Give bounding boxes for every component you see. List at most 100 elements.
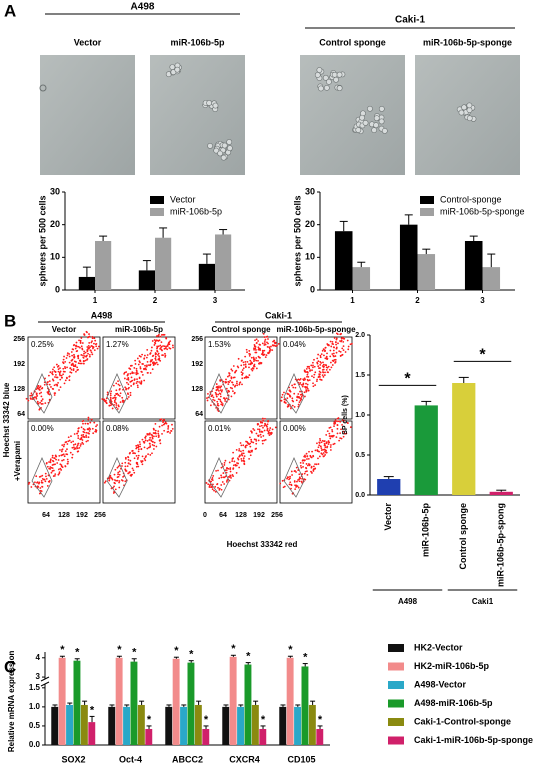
event-dot bbox=[88, 432, 90, 435]
event-dot bbox=[207, 483, 210, 486]
event-dot bbox=[242, 367, 245, 370]
event-dot bbox=[266, 423, 269, 426]
event-dot bbox=[54, 371, 57, 374]
y-axis-label: spheres per 500 cells bbox=[292, 195, 302, 286]
event-dot bbox=[150, 440, 153, 442]
event-dot bbox=[291, 384, 294, 387]
event-dot bbox=[163, 345, 166, 348]
event-dot bbox=[45, 475, 47, 478]
event-dot bbox=[163, 333, 166, 336]
bar bbox=[58, 657, 66, 745]
significance-star: * bbox=[261, 714, 266, 726]
event-dot bbox=[135, 447, 138, 450]
event-dot bbox=[331, 353, 334, 355]
bar bbox=[452, 383, 476, 495]
event-dot bbox=[111, 407, 114, 410]
event-dot bbox=[51, 454, 54, 457]
event-dot bbox=[129, 459, 132, 462]
event-dot bbox=[144, 439, 147, 442]
event-dot bbox=[257, 439, 260, 442]
event-dot bbox=[211, 477, 214, 479]
event-dot bbox=[62, 458, 65, 461]
event-dot bbox=[290, 484, 293, 487]
event-dot bbox=[242, 452, 245, 455]
event-dot bbox=[263, 342, 266, 344]
event-dot bbox=[317, 463, 320, 465]
event-dot bbox=[143, 446, 146, 449]
gate bbox=[106, 372, 128, 414]
event-dot bbox=[229, 386, 232, 389]
event-dot bbox=[314, 384, 317, 386]
legend-label: A498-miR-106b-5p bbox=[414, 698, 493, 708]
event-dot bbox=[73, 433, 76, 435]
gate-percentage: 0.04% bbox=[283, 340, 306, 349]
y-tick-label: 1.5 bbox=[355, 372, 365, 379]
event-dot bbox=[255, 351, 258, 354]
event-dot bbox=[339, 420, 342, 423]
bar bbox=[294, 706, 301, 745]
event-dot bbox=[39, 401, 42, 404]
event-dot bbox=[27, 483, 30, 485]
event-dot bbox=[328, 432, 331, 435]
significance-star: * bbox=[303, 651, 308, 663]
bar bbox=[279, 706, 287, 745]
cell bbox=[226, 139, 233, 145]
event-dot bbox=[215, 393, 218, 395]
significance-star: * bbox=[288, 644, 293, 656]
event-dot bbox=[224, 400, 227, 402]
event-dot bbox=[136, 357, 139, 360]
event-dot bbox=[307, 458, 310, 460]
event-dot bbox=[135, 372, 138, 374]
event-dot bbox=[60, 376, 63, 379]
event-dot bbox=[214, 490, 217, 493]
event-dot bbox=[258, 430, 261, 432]
x-tick-label: CD105 bbox=[287, 754, 315, 764]
event-dot bbox=[211, 488, 214, 491]
event-dot bbox=[347, 345, 350, 348]
event-dot bbox=[165, 337, 168, 340]
event-dot bbox=[213, 489, 215, 492]
event-dot bbox=[58, 373, 61, 376]
event-dot bbox=[237, 462, 240, 465]
event-dot bbox=[61, 444, 64, 447]
event-dot bbox=[264, 417, 266, 420]
event-dot bbox=[273, 341, 276, 344]
event-dot bbox=[124, 456, 127, 459]
event-dot bbox=[333, 358, 336, 361]
event-dot bbox=[30, 394, 33, 397]
event-dot bbox=[133, 471, 136, 474]
event-dot bbox=[35, 397, 38, 400]
event-dot bbox=[41, 477, 44, 480]
event-dot bbox=[302, 459, 304, 461]
significance-star: * bbox=[60, 644, 65, 656]
event-dot bbox=[246, 441, 249, 444]
event-dot bbox=[141, 373, 144, 376]
event-dot bbox=[160, 334, 163, 336]
event-dot bbox=[332, 349, 335, 352]
event-dot bbox=[77, 430, 80, 432]
event-dot bbox=[331, 428, 333, 431]
event-dot bbox=[291, 397, 294, 400]
event-dot bbox=[333, 425, 335, 427]
event-dot bbox=[40, 395, 43, 398]
event-dot bbox=[88, 342, 91, 344]
event-dot bbox=[157, 430, 160, 433]
event-dot bbox=[241, 372, 244, 375]
event-dot bbox=[265, 335, 268, 338]
event-dot bbox=[85, 355, 88, 358]
event-dot bbox=[130, 364, 133, 367]
significance-star: * bbox=[404, 371, 411, 388]
event-dot bbox=[257, 346, 260, 349]
event-dot bbox=[264, 343, 267, 346]
event-dot bbox=[149, 442, 151, 445]
cell bbox=[318, 85, 324, 92]
event-dot bbox=[65, 357, 68, 359]
event-dot bbox=[138, 381, 141, 383]
event-dot bbox=[146, 371, 149, 374]
x-tick-label: 3 bbox=[480, 296, 485, 305]
event-dot bbox=[64, 465, 67, 468]
event-dot bbox=[45, 462, 48, 465]
y-tick-label: 3 bbox=[36, 672, 41, 681]
event-dot bbox=[69, 451, 72, 454]
event-dot bbox=[262, 353, 264, 356]
